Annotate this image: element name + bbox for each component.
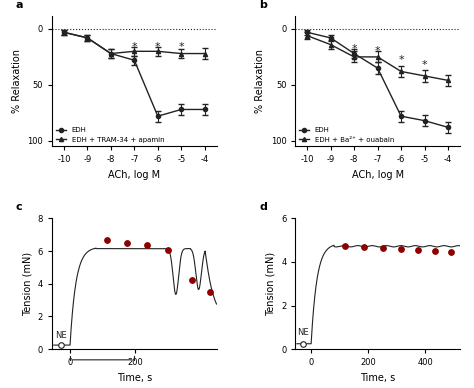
Point — [397, 246, 405, 252]
Text: *: * — [179, 42, 184, 52]
X-axis label: ACh, log M: ACh, log M — [352, 170, 404, 180]
Text: *: * — [351, 44, 357, 54]
Text: *: * — [375, 46, 381, 56]
Point — [164, 247, 172, 253]
Legend: EDH, EDH + Ba²⁺ + ouabain: EDH, EDH + Ba²⁺ + ouabain — [299, 127, 394, 143]
Text: a: a — [16, 0, 24, 10]
Point — [379, 245, 386, 251]
Point — [104, 237, 111, 244]
Y-axis label: Tension (mN): Tension (mN) — [22, 252, 32, 316]
X-axis label: Time, s: Time, s — [117, 373, 152, 383]
Point — [206, 289, 214, 295]
Text: NE: NE — [297, 328, 309, 337]
Text: b: b — [259, 0, 267, 10]
Y-axis label: % Relaxation: % Relaxation — [12, 49, 22, 113]
Point — [415, 247, 422, 253]
X-axis label: Time, s: Time, s — [360, 373, 395, 383]
Y-axis label: % Relaxation: % Relaxation — [255, 49, 265, 113]
Text: *: * — [422, 60, 428, 70]
Point — [360, 244, 368, 250]
Point — [123, 240, 131, 246]
Point — [188, 277, 196, 283]
Legend: EDH, EDH + TRAM-34 + apamin: EDH, EDH + TRAM-34 + apamin — [55, 127, 164, 143]
Text: *: * — [398, 55, 404, 65]
Point — [432, 248, 439, 254]
Point — [342, 242, 349, 249]
Text: *: * — [131, 42, 137, 52]
Text: c: c — [16, 203, 23, 213]
Text: d: d — [259, 203, 267, 213]
Y-axis label: Tension (mN): Tension (mN) — [265, 252, 275, 316]
Text: NE: NE — [55, 331, 67, 340]
Point — [143, 242, 150, 248]
Point — [447, 249, 455, 255]
Text: *: * — [155, 42, 161, 52]
X-axis label: ACh, log M: ACh, log M — [108, 170, 160, 180]
